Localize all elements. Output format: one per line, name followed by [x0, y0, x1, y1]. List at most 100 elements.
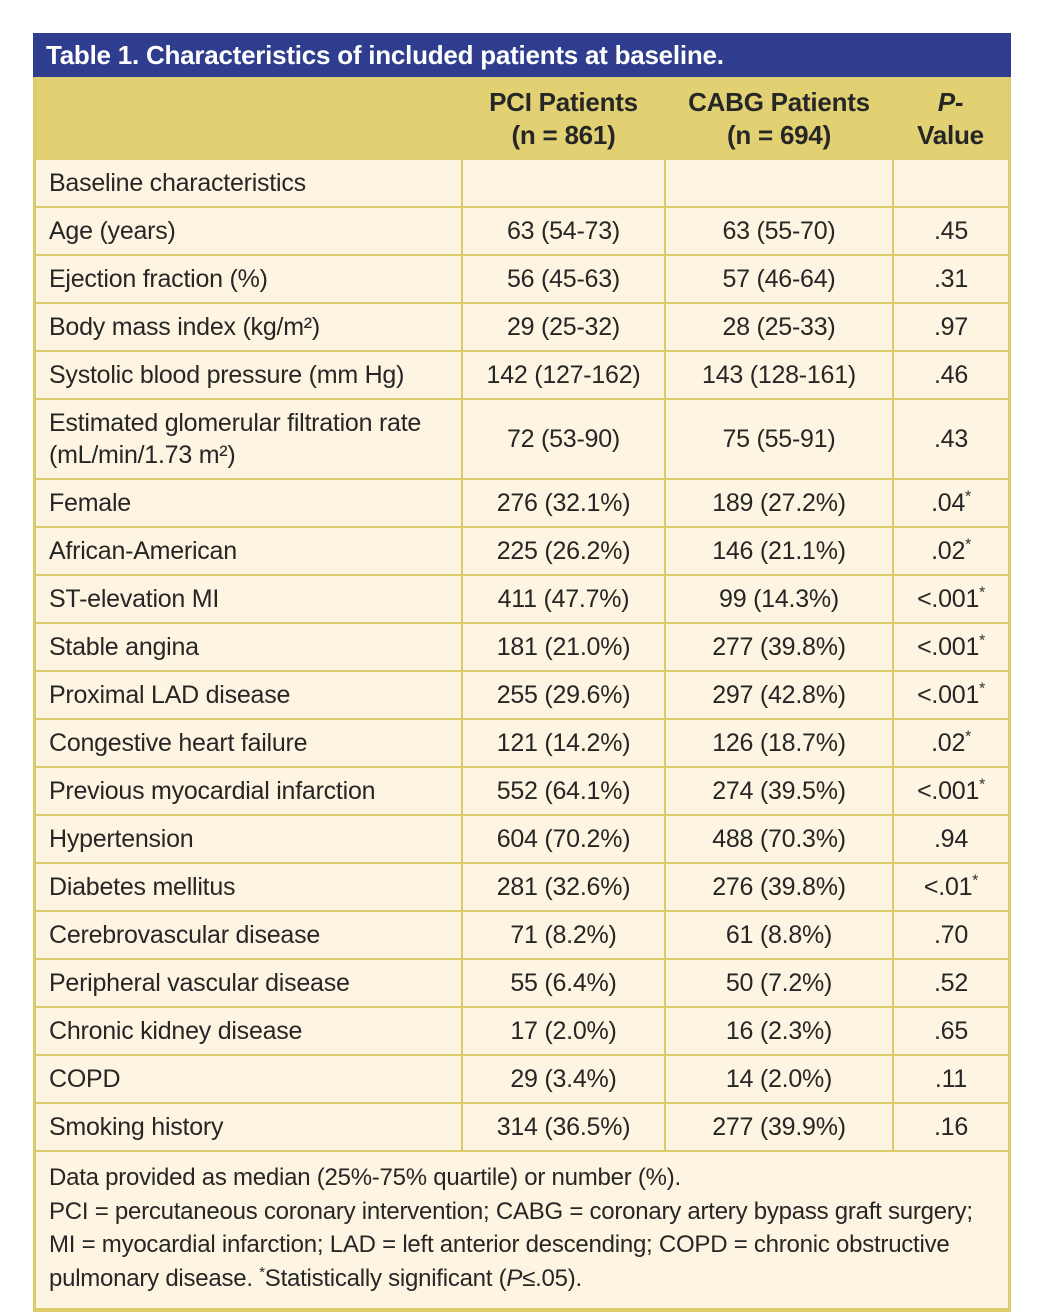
p-value-cell: <.001* — [893, 671, 1008, 720]
row-label-cell: Baseline characteristics — [36, 160, 463, 208]
pci-value-cell: 411 (47.7%) — [462, 575, 666, 624]
table-title-bar: Table 1. Characteristics of included pat… — [33, 33, 1011, 77]
table-row: Stable angina 181 (21.0%) 277 (39.8%) <.001… — [36, 623, 1008, 672]
row-label-cell: Ejection fraction (%) — [36, 255, 463, 304]
pci-value-cell: 55 (6.4%) — [462, 959, 666, 1008]
cabg-value-cell: 143 (128-161) — [665, 351, 894, 400]
table-body: Baseline characteristics Age (years) 63 (5… — [36, 160, 1008, 1150]
significance-star: * — [979, 632, 985, 650]
row-label-cell: Female — [36, 479, 463, 528]
row-label-cell: Age (years) — [36, 207, 463, 256]
table-row: Baseline characteristics — [36, 160, 1008, 208]
cabg-value-cell — [665, 160, 894, 208]
row-label-cell: COPD — [36, 1055, 463, 1104]
pci-value-cell: 225 (26.2%) — [462, 527, 666, 576]
table-row: COPD 29 (3.4%) 14 (2.0%) .11 — [36, 1055, 1008, 1104]
table-row: Body mass index (kg/m²) 29 (25-32) 28 (25-… — [36, 303, 1008, 352]
header-row: PCI Patients (n = 861) CABG Patients (n … — [36, 77, 1008, 160]
header-cell-pvalue: P- Value — [893, 77, 1008, 160]
p-value-cell: .02* — [893, 719, 1008, 768]
p-value-cell: .65 — [893, 1007, 1008, 1056]
p-value-cell: .02* — [893, 527, 1008, 576]
row-label-cell: Chronic kidney disease — [36, 1007, 463, 1056]
pci-value-cell: 71 (8.2%) — [462, 911, 666, 960]
p-value-cell: .45 — [893, 207, 1008, 256]
row-label-cell: Proximal LAD disease — [36, 671, 463, 720]
footnote-sig-post: ≤.05). — [522, 1264, 582, 1292]
row-label-cell: Body mass index (kg/m²) — [36, 303, 463, 352]
cabg-value-cell: 126 (18.7%) — [665, 719, 894, 768]
significance-star: * — [979, 680, 985, 698]
footnote-line1: Data provided as median (25%-75% quartil… — [49, 1164, 681, 1191]
footnote: Data provided as median (25%-75% quartil… — [36, 1150, 1008, 1309]
table-row: Hypertension 604 (70.2%) 488 (70.3%) .94 — [36, 815, 1008, 864]
significance-star: * — [259, 1264, 265, 1281]
pci-value-cell — [462, 160, 666, 208]
table-row: Smoking history 314 (36.5%) 277 (39.9%) .16 — [36, 1103, 1008, 1150]
pvalue-header-line1: P- — [937, 87, 964, 117]
significance-star: * — [965, 488, 971, 506]
row-label-cell: Congestive heart failure — [36, 719, 463, 768]
row-label-cell: Hypertension — [36, 815, 463, 864]
p-value-cell: <.01* — [893, 863, 1008, 912]
significance-star: * — [979, 776, 985, 794]
row-label-cell: Diabetes mellitus — [36, 863, 463, 912]
p-value-cell: .97 — [893, 303, 1008, 352]
footnote-abbreviations: PCI = percutaneous coronary intervention… — [49, 1197, 973, 1292]
header-cell-empty — [36, 77, 462, 160]
significance-star: * — [979, 584, 985, 602]
cabg-value-cell: 488 (70.3%) — [665, 815, 894, 864]
table-row: Ejection fraction (%) 56 (45-63) 57 (46-64… — [36, 255, 1008, 304]
pci-header-line2: (n = 861) — [511, 119, 616, 150]
table-row: African-American 225 (26.2%) 146 (21.1%) .0… — [36, 527, 1008, 576]
pci-value-cell: 63 (54-73) — [462, 207, 666, 256]
pci-value-cell: 276 (32.1%) — [462, 479, 666, 528]
p-value-cell: <.001* — [893, 767, 1008, 816]
pci-header-line1: PCI Patients — [489, 87, 638, 117]
cabg-header-line2: (n = 694) — [726, 119, 832, 150]
footnote-p-symbol: P — [506, 1264, 523, 1292]
table-row: Systolic blood pressure (mm Hg) 142 (127-… — [36, 351, 1008, 400]
table-row: Estimated glomerular filtration rate (mL… — [36, 399, 1008, 480]
footnote-sig-pre: Statistically significant ( — [264, 1264, 507, 1292]
p-value-cell: .70 — [893, 911, 1008, 960]
pci-value-cell: 29 (3.4%) — [462, 1055, 666, 1104]
p-value-cell: .94 — [893, 815, 1008, 864]
p-value-cell: .16 — [893, 1103, 1008, 1150]
cabg-value-cell: 16 (2.3%) — [665, 1007, 894, 1056]
pci-value-cell: 72 (53-90) — [462, 399, 666, 480]
header-cell-pci: PCI Patients (n = 861) — [462, 77, 665, 160]
table-row: ST-elevation MI 411 (47.7%) 99 (14.3%) <.00… — [36, 575, 1008, 624]
cabg-value-cell: 99 (14.3%) — [665, 575, 894, 624]
p-value-cell: .52 — [893, 959, 1008, 1008]
table-title: Table 1. Characteristics of included pat… — [46, 39, 724, 70]
cabg-value-cell: 277 (39.9%) — [665, 1103, 894, 1150]
table-row: Peripheral vascular disease 55 (6.4%) 50 (… — [36, 959, 1008, 1008]
cabg-value-cell: 63 (55-70) — [665, 207, 894, 256]
pci-value-cell: 121 (14.2%) — [462, 719, 666, 768]
row-label-cell: Peripheral vascular disease — [36, 959, 463, 1008]
row-label-cell: African-American — [36, 527, 463, 576]
cabg-value-cell: 276 (39.8%) — [665, 863, 894, 912]
cabg-value-cell: 297 (42.8%) — [665, 671, 894, 720]
data-table: PCI Patients (n = 861) CABG Patients (n … — [36, 77, 1008, 1150]
cabg-value-cell: 14 (2.0%) — [665, 1055, 894, 1104]
pci-value-cell: 281 (32.6%) — [462, 863, 666, 912]
cabg-value-cell: 146 (21.1%) — [665, 527, 894, 576]
cabg-value-cell: 57 (46-64) — [665, 255, 894, 304]
row-label-cell: ST-elevation MI — [36, 575, 463, 624]
pci-value-cell: 552 (64.1%) — [462, 767, 666, 816]
pci-value-cell: 56 (45-63) — [462, 255, 666, 304]
table-row: Congestive heart failure 121 (14.2%) 126 (… — [36, 719, 1008, 768]
p-value-cell: .31 — [893, 255, 1008, 304]
pci-value-cell: 255 (29.6%) — [462, 671, 666, 720]
row-label-cell: Cerebrovascular disease — [36, 911, 463, 960]
row-label-cell: Previous myocardial infarction — [36, 767, 463, 816]
p-value-cell: .04* — [893, 479, 1008, 528]
p-value-cell: <.001* — [893, 575, 1008, 624]
cabg-value-cell: 28 (25-33) — [665, 303, 894, 352]
significance-star: * — [972, 872, 979, 890]
table-row: Female 276 (32.1%) 189 (27.2%) .04* — [36, 479, 1008, 528]
p-value-cell: .46 — [893, 351, 1008, 400]
row-label-cell: Smoking history — [36, 1103, 463, 1150]
